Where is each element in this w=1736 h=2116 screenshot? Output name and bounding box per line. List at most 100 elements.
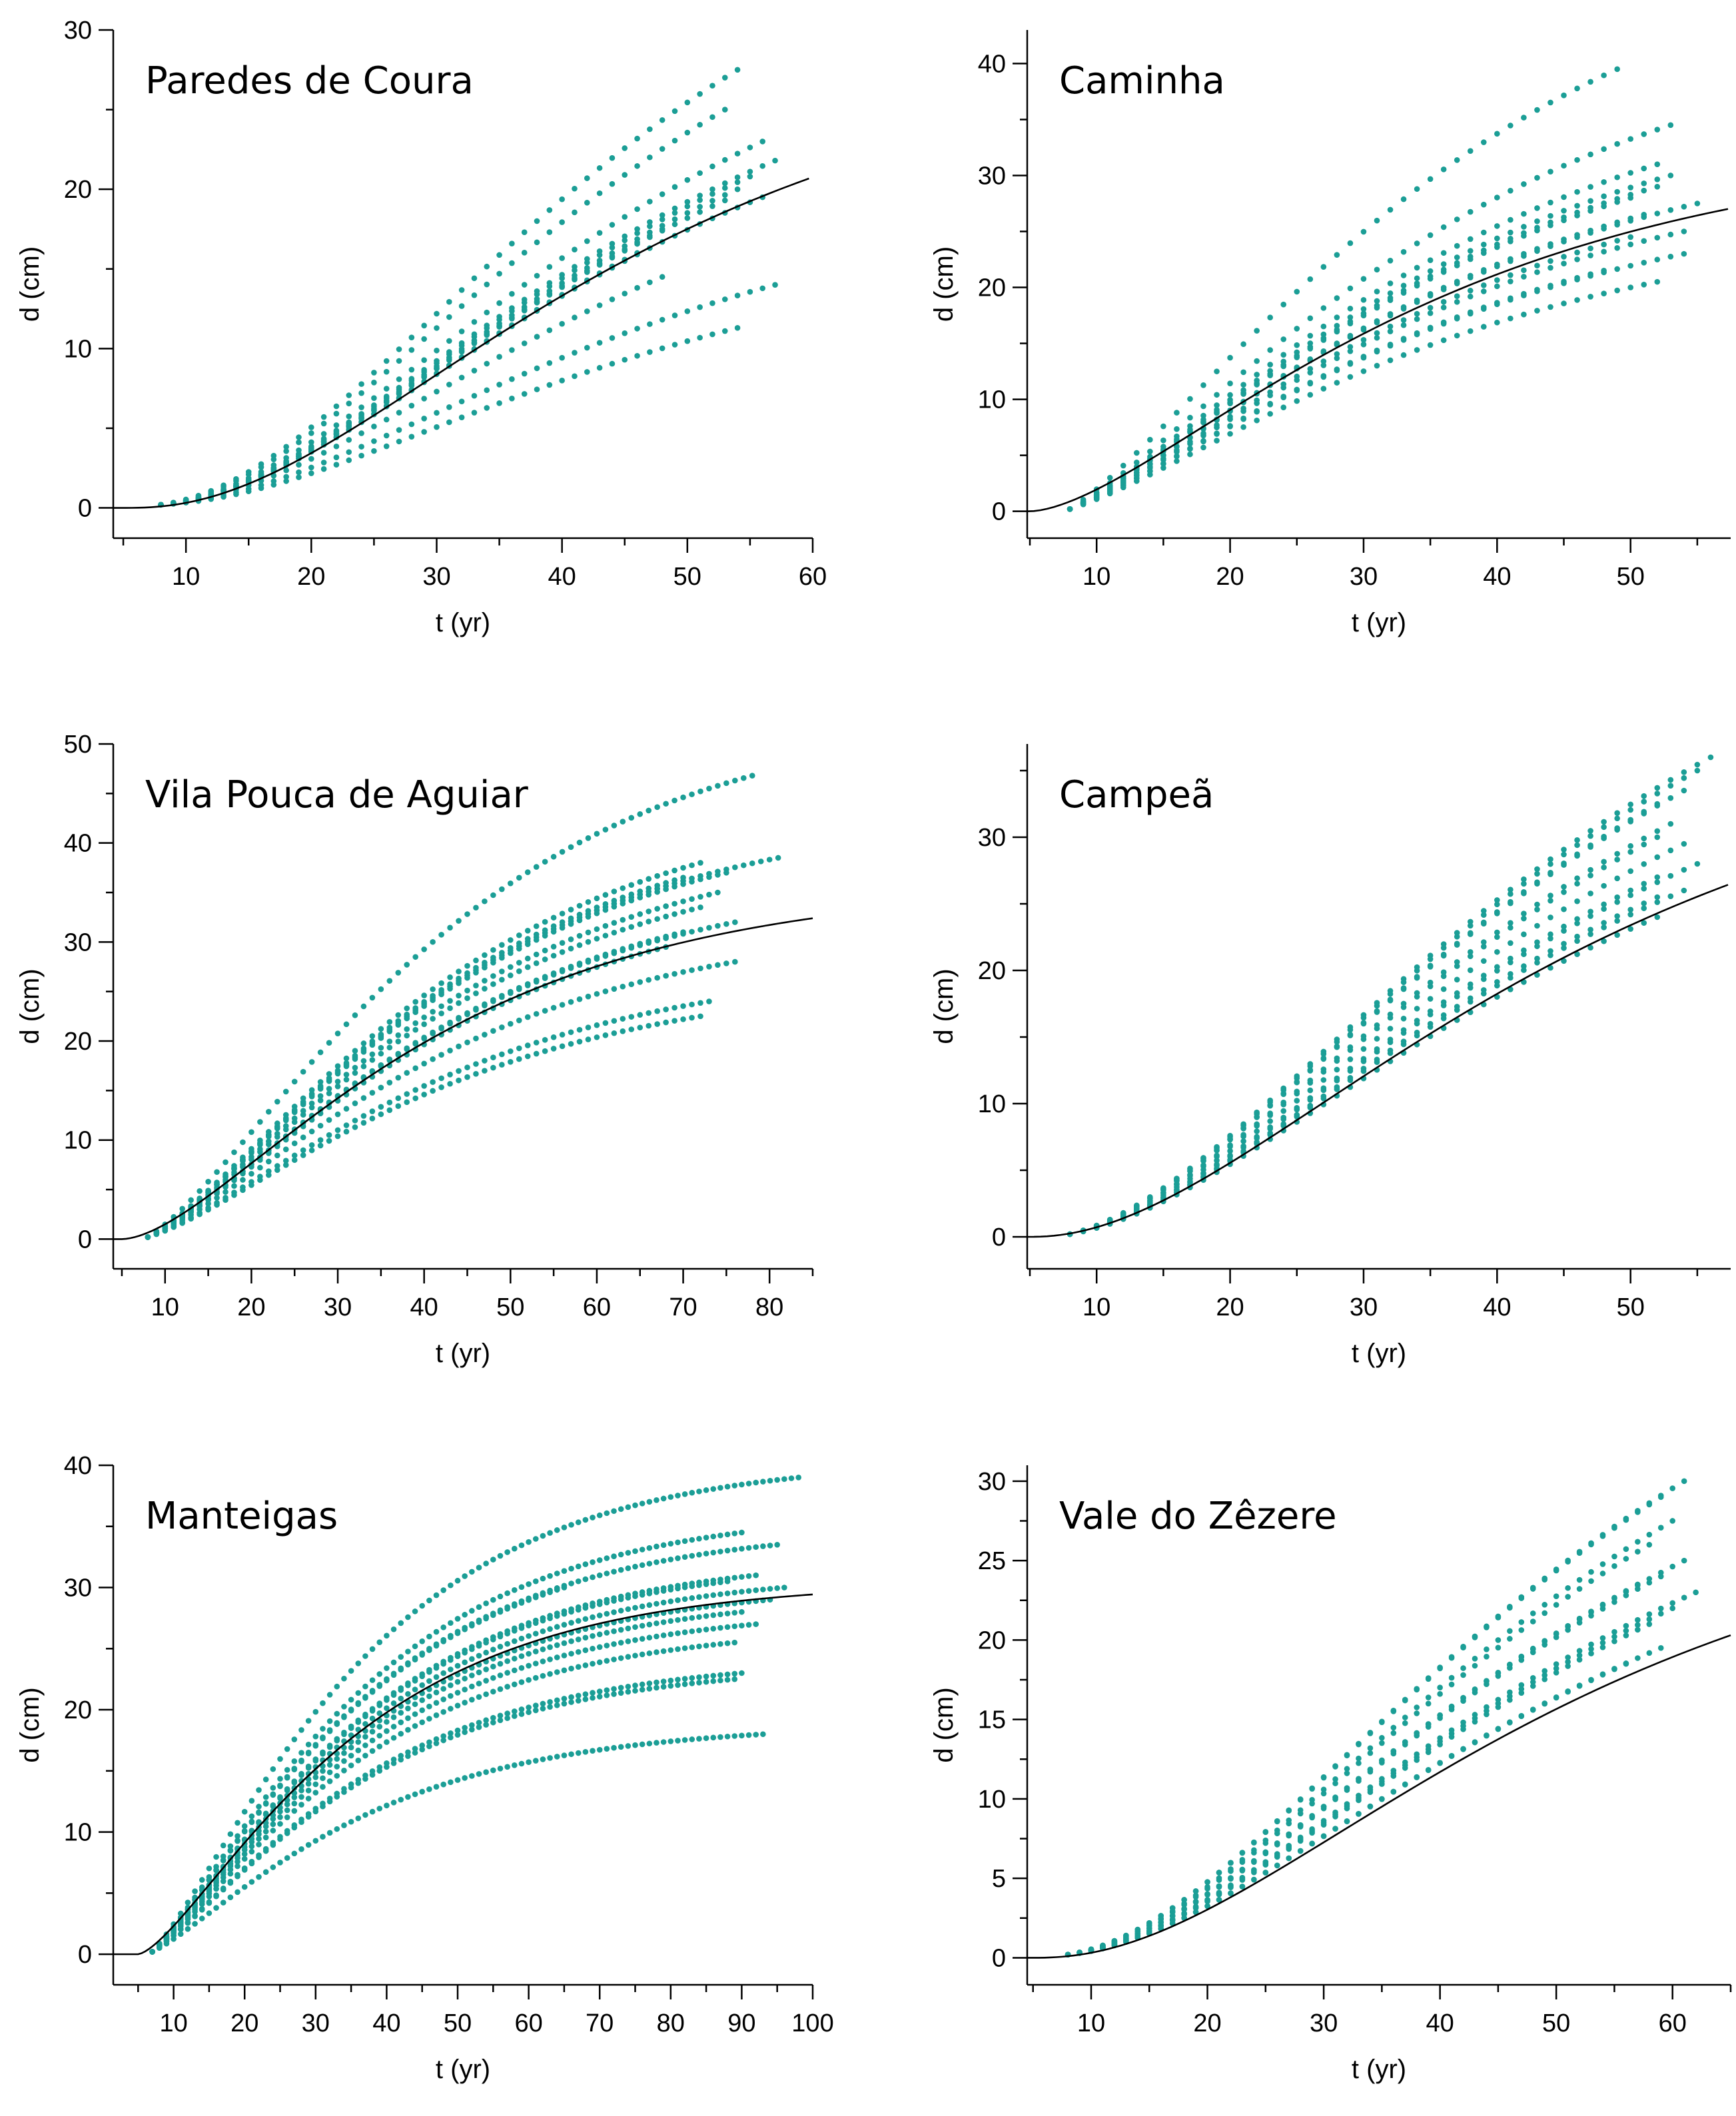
data-point xyxy=(689,1537,695,1543)
data-point xyxy=(724,1676,731,1683)
data-point xyxy=(1641,212,1647,218)
data-point xyxy=(1534,922,1540,929)
data-point xyxy=(490,997,496,1003)
data-point xyxy=(1320,323,1327,330)
data-point xyxy=(369,1090,376,1096)
data-point xyxy=(1440,284,1447,291)
data-point xyxy=(458,374,465,381)
data-point xyxy=(1387,357,1394,364)
data-point xyxy=(684,215,691,221)
data-point xyxy=(490,892,496,898)
data-point xyxy=(419,1682,426,1688)
data-point xyxy=(568,999,574,1005)
data-point xyxy=(496,322,502,329)
data-point xyxy=(320,1726,326,1732)
data-point xyxy=(490,946,496,953)
data-point xyxy=(383,368,390,375)
data-point xyxy=(386,1038,393,1044)
data-point xyxy=(696,1736,702,1742)
data-point xyxy=(540,1533,546,1539)
x-tick-label: 30 xyxy=(324,1293,352,1321)
data-point xyxy=(1320,386,1327,392)
data-point xyxy=(654,936,660,942)
data-point xyxy=(547,1704,553,1710)
data-point xyxy=(496,354,502,360)
data-point xyxy=(1400,352,1407,358)
data-point xyxy=(671,312,678,318)
data-point xyxy=(646,1650,653,1656)
data-point xyxy=(326,1778,333,1784)
data-point xyxy=(1681,1594,1687,1601)
data-point xyxy=(697,197,703,203)
data-point xyxy=(248,1879,255,1885)
data-point xyxy=(516,984,522,991)
data-point xyxy=(490,1688,496,1695)
data-point xyxy=(282,1158,289,1164)
data-point xyxy=(1427,310,1434,316)
series-9 xyxy=(149,1621,759,1955)
data-point xyxy=(1160,465,1166,471)
data-point xyxy=(596,1746,603,1753)
data-point xyxy=(426,1633,432,1640)
data-point xyxy=(611,1686,617,1692)
data-point xyxy=(334,1083,341,1090)
data-point xyxy=(464,974,470,981)
data-point xyxy=(1667,795,1674,801)
data-point xyxy=(1414,1704,1420,1710)
data-point xyxy=(582,1749,589,1755)
data-point xyxy=(376,1806,383,1812)
y-tick-label: 30 xyxy=(978,1468,1006,1496)
data-point xyxy=(1694,761,1701,768)
data-point xyxy=(419,1707,426,1714)
data-point xyxy=(559,320,565,327)
data-point xyxy=(710,1612,717,1618)
data-point xyxy=(458,303,465,309)
data-point xyxy=(1334,1084,1340,1090)
data-point xyxy=(681,1596,688,1602)
data-point xyxy=(1495,1669,1502,1676)
data-point xyxy=(454,1662,461,1669)
data-point xyxy=(390,1714,397,1720)
data-point xyxy=(1614,266,1620,272)
data-point xyxy=(456,992,462,999)
data-point xyxy=(469,1683,475,1690)
data-point xyxy=(634,226,640,232)
data-point xyxy=(405,1726,411,1733)
data-point xyxy=(721,328,728,334)
data-point xyxy=(312,1774,319,1780)
data-point xyxy=(646,1740,653,1747)
data-point xyxy=(343,1128,350,1135)
data-point xyxy=(1480,958,1487,964)
data-point xyxy=(1547,964,1553,971)
data-point xyxy=(1454,934,1460,940)
data-point xyxy=(1467,272,1474,279)
data-point xyxy=(1106,490,1113,497)
data-point xyxy=(504,1764,510,1770)
data-point xyxy=(590,1748,596,1754)
data-point xyxy=(524,936,531,942)
data-point xyxy=(582,1691,589,1697)
data-point xyxy=(274,1152,280,1159)
data-point xyxy=(532,1707,539,1714)
data-point xyxy=(1565,1559,1571,1565)
data-point xyxy=(602,827,609,833)
data-point xyxy=(731,1610,738,1616)
data-point xyxy=(1561,923,1567,930)
data-point xyxy=(516,1056,522,1062)
data-point xyxy=(585,914,592,920)
data-point xyxy=(1400,336,1407,342)
data-point xyxy=(696,1627,702,1634)
data-point xyxy=(1480,987,1487,993)
data-point xyxy=(419,1719,426,1726)
data-point xyxy=(1174,447,1180,454)
data-point xyxy=(448,1657,454,1663)
data-point xyxy=(526,1759,532,1766)
data-point xyxy=(1187,439,1193,445)
data-point xyxy=(277,1783,283,1790)
data-point xyxy=(490,1636,496,1642)
data-point xyxy=(572,209,578,216)
data-point xyxy=(518,1542,525,1549)
data-point xyxy=(706,964,712,970)
data-point xyxy=(360,1058,367,1064)
